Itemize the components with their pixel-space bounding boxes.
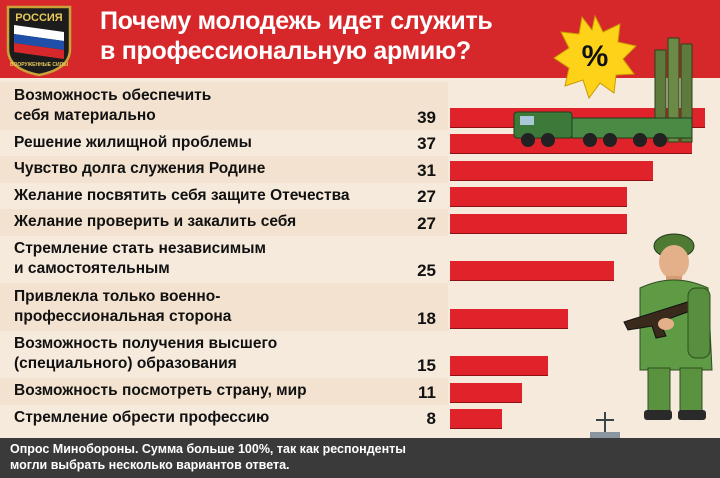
category-label: Решение жилищной проблемы	[14, 133, 404, 153]
footnote-line: могли выбрать несколько вариантов ответа…	[10, 458, 290, 472]
category-label-line: Возможность посмотреть страну, мир	[14, 382, 307, 400]
russia-emblem-icon: РОССИЯ ВООРУЖЕННЫЕ СИЛЫ	[4, 3, 74, 77]
data-label: 31	[417, 160, 436, 180]
bar	[450, 261, 614, 281]
category-label-line: Чувство долга служения Родине	[14, 160, 266, 178]
row-background	[0, 283, 448, 331]
percent-symbol: %	[582, 40, 609, 73]
data-label: 37	[417, 134, 436, 153]
bar	[450, 382, 522, 403]
footer-bar: Опрос Минобороны. Сумма больше 100%, так…	[0, 438, 720, 478]
bar	[450, 409, 502, 429]
bar	[450, 134, 692, 154]
category-label-line: и самостоятельным	[14, 260, 170, 278]
chart-row: Возможность обеспечить себя материально 39	[0, 82, 720, 130]
data-label: 39	[417, 107, 436, 127]
category-label: Возможность обеспечить себя материально	[14, 86, 404, 126]
emblem-bottom-text: ВООРУЖЕННЫЕ СИЛЫ	[10, 62, 68, 68]
category-label-line: Желание посвятить себя защите Отечества	[14, 186, 350, 204]
chart-row: Желание проверить и закалить себя 27	[0, 209, 720, 236]
footnote: Опрос Минобороны. Сумма больше 100%, так…	[10, 441, 530, 473]
category-label: Привлекла только военно-профессиональная…	[14, 287, 404, 327]
bar	[450, 160, 653, 181]
row-background	[0, 378, 448, 405]
chart-title-line: Почему молодежь идет служить	[100, 7, 493, 35]
data-label: 8	[426, 409, 436, 428]
category-label-line: (специального) образования	[14, 355, 237, 373]
chart-row: Возможность посмотреть страну, мир 11	[0, 378, 720, 405]
category-label-line: Возможность получения высшего	[14, 335, 278, 353]
category-label-line: профессиональная сторона	[14, 307, 232, 325]
category-label: Стремление стать независимым и самостояте…	[14, 239, 404, 279]
bar	[450, 308, 568, 329]
chart-row: Чувство долга служения Родине 31	[0, 156, 720, 183]
footnote-line: Опрос Минобороны. Сумма больше 100%, так…	[10, 442, 406, 456]
data-label: 11	[418, 382, 436, 402]
bar	[450, 213, 627, 234]
category-label: Стремление обрести профессию	[14, 408, 404, 428]
chart-row: Привлекла только военно-профессиональная…	[0, 283, 720, 331]
category-label: Желание посвятить себя защите Отечества	[14, 186, 404, 206]
category-label-line: себя материально	[14, 106, 156, 124]
category-label-line: Стремление стать независимым	[14, 240, 266, 258]
row-background	[0, 156, 448, 183]
category-label-line: Желание проверить и закалить себя	[14, 213, 297, 231]
data-label: 27	[417, 187, 436, 206]
data-label: 25	[417, 261, 436, 280]
chart-row: Решение жилищной проблемы 37	[0, 130, 720, 157]
bar	[450, 107, 705, 128]
data-label: 15	[417, 356, 436, 375]
category-label-line: Стремление обрести профессию	[14, 408, 270, 426]
category-label-line: Решение жилищной проблемы	[14, 133, 252, 151]
chart-row: Желание посвятить себя защите Отечества 2…	[0, 183, 720, 210]
chart-row: Стремление обрести профессию 8	[0, 405, 720, 432]
chart-title-line: в профессиональную армию?	[100, 37, 471, 65]
percent-badge-icon: %	[552, 14, 638, 100]
category-label: Возможность получения высшего (специально…	[14, 334, 404, 374]
row-background	[0, 209, 448, 236]
category-label: Возможность посмотреть страну, мир	[14, 381, 404, 401]
emblem-top-text: РОССИЯ	[15, 12, 63, 24]
category-label: Желание проверить и закалить себя	[14, 212, 404, 232]
bar	[450, 356, 548, 376]
category-label: Чувство долга служения Родине	[14, 159, 404, 179]
chart-title: Почему молодежь идет служить в профессио…	[100, 6, 570, 66]
data-label: 18	[417, 308, 436, 328]
row-background	[0, 82, 448, 130]
category-label-line: Привлекла только военно-	[14, 287, 221, 305]
data-label: 27	[417, 213, 436, 233]
category-label-line: Возможность обеспечить	[14, 86, 212, 104]
chart-row: Возможность получения высшего (специально…	[0, 331, 720, 379]
chart-row: Стремление стать независимым и самостояте…	[0, 236, 720, 284]
bar	[450, 187, 627, 207]
